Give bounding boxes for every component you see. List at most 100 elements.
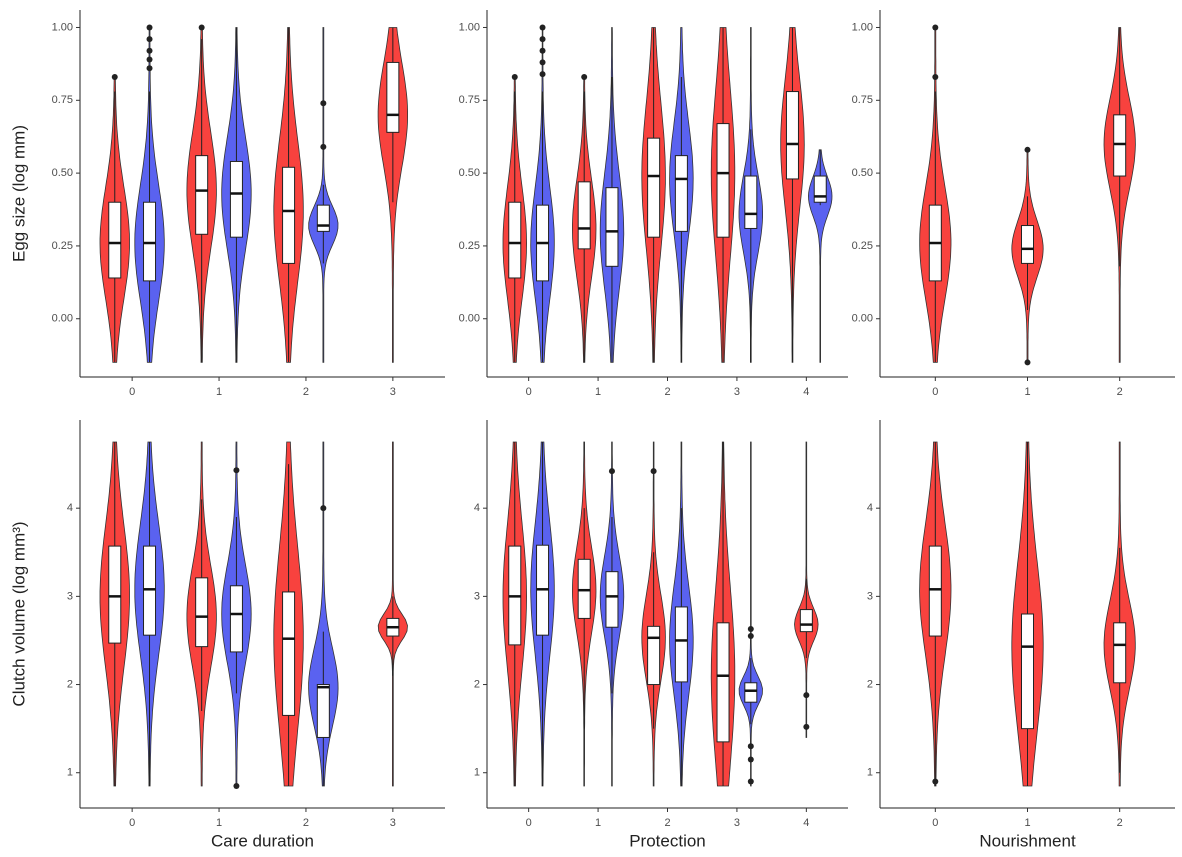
x-tick-label: 0 — [526, 817, 532, 829]
x-tick-label: 2 — [1117, 386, 1123, 398]
box — [928, 545, 942, 637]
box — [108, 201, 122, 279]
box — [1113, 622, 1127, 684]
outlier — [803, 692, 810, 699]
x-axis-title: Care duration — [211, 831, 314, 850]
y-tick-label: 0.75 — [459, 94, 480, 106]
y-tick-label: 0.00 — [852, 313, 873, 325]
box — [1113, 114, 1127, 177]
outlier — [198, 24, 205, 31]
y-tick-label: 0.50 — [852, 167, 873, 179]
box — [316, 684, 330, 738]
y-axis-title: Clutch volume (log mm³) — [9, 521, 28, 706]
x-tick-label: 0 — [129, 817, 135, 829]
box — [282, 591, 296, 716]
y-tick-label: 2 — [867, 678, 873, 690]
x-tick-label: 4 — [803, 817, 809, 829]
box — [508, 201, 522, 279]
y-tick-label: 0.75 — [52, 94, 73, 106]
outlier — [146, 56, 153, 63]
y-tick-label: 3 — [867, 590, 873, 602]
y-tick-label: 0.25 — [459, 240, 480, 252]
x-tick-label: 2 — [664, 817, 670, 829]
x-tick-label: 2 — [303, 386, 309, 398]
outlier — [146, 47, 153, 54]
x-tick-label: 3 — [734, 386, 740, 398]
x-tick-label: 3 — [734, 817, 740, 829]
y-tick-label: 0.25 — [52, 240, 73, 252]
x-tick-label: 2 — [303, 817, 309, 829]
box — [674, 606, 688, 683]
y-tick-label: 4 — [474, 502, 480, 514]
box — [785, 91, 799, 180]
outlier — [650, 468, 657, 475]
box — [229, 585, 243, 653]
y-tick-label: 2 — [67, 678, 73, 690]
box — [674, 155, 688, 232]
outlier — [932, 73, 939, 80]
outlier — [747, 743, 754, 750]
outlier — [146, 65, 153, 72]
y-tick-label: 1 — [474, 767, 480, 779]
outlier — [233, 782, 240, 789]
y-tick-label: 1.00 — [52, 21, 73, 33]
x-tick-label: 3 — [390, 386, 396, 398]
box — [143, 201, 157, 282]
outlier — [747, 625, 754, 632]
violin — [807, 149, 833, 363]
outlier — [747, 756, 754, 763]
box — [195, 155, 209, 235]
outlier — [608, 468, 615, 475]
x-tick-label: 1 — [595, 386, 601, 398]
y-tick-label: 3 — [474, 590, 480, 602]
box — [744, 175, 758, 229]
outlier — [111, 73, 118, 80]
y-tick-label: 1.00 — [459, 21, 480, 33]
y-tick-label: 0.25 — [852, 240, 873, 252]
outlier — [539, 24, 546, 31]
box — [143, 545, 157, 636]
y-tick-label: 4 — [867, 502, 873, 514]
box — [577, 181, 591, 250]
x-axis-title: Nourishment — [979, 831, 1076, 850]
outlier — [539, 36, 546, 43]
box — [647, 625, 661, 686]
y-tick-label: 4 — [67, 502, 73, 514]
y-tick-label: 1 — [867, 767, 873, 779]
box — [716, 123, 730, 238]
outlier — [146, 36, 153, 43]
x-tick-label: 2 — [664, 386, 670, 398]
outlier — [747, 633, 754, 640]
box — [1021, 225, 1034, 264]
x-tick-label: 1 — [1024, 817, 1030, 829]
box — [386, 61, 400, 133]
box — [316, 204, 330, 232]
outlier — [581, 73, 588, 80]
box — [813, 175, 827, 203]
x-tick-label: 1 — [216, 386, 222, 398]
x-tick-label: 0 — [526, 386, 532, 398]
outlier — [803, 723, 810, 730]
x-tick-label: 0 — [932, 386, 938, 398]
box — [577, 558, 591, 619]
y-tick-label: 1 — [67, 767, 73, 779]
x-tick-label: 1 — [216, 817, 222, 829]
box — [605, 571, 619, 628]
x-axis-title: Protection — [629, 831, 706, 850]
outlier — [1024, 146, 1031, 153]
y-tick-label: 0.50 — [52, 167, 73, 179]
box — [229, 160, 243, 238]
outlier — [1024, 359, 1031, 366]
y-tick-label: 3 — [67, 590, 73, 602]
y-axis-title: Egg size (log mm) — [9, 125, 28, 262]
outlier — [511, 73, 518, 80]
x-tick-label: 1 — [1024, 386, 1030, 398]
y-tick-label: 2 — [474, 678, 480, 690]
outlier — [932, 24, 939, 31]
x-tick-label: 0 — [129, 386, 135, 398]
y-tick-label: 1.00 — [852, 21, 873, 33]
box — [1021, 613, 1034, 730]
box — [647, 137, 661, 238]
